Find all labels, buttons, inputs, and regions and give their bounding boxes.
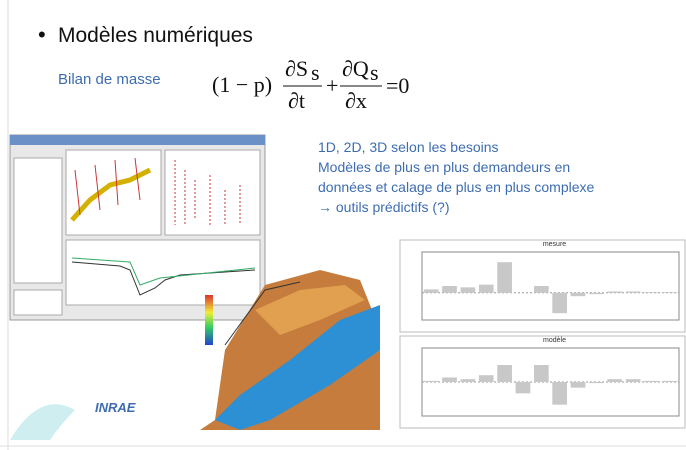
eq-sub: s bbox=[311, 60, 320, 85]
text-line: 1D, 2D, 3D selon les besoins bbox=[318, 139, 499, 155]
text-block: 1D, 2D, 3D selon les besoins Modèles de p… bbox=[318, 139, 595, 215]
eq-num: ∂S bbox=[285, 56, 308, 81]
bar bbox=[626, 291, 641, 292]
bar bbox=[424, 381, 439, 382]
bar bbox=[424, 289, 439, 292]
eq-sub: s bbox=[370, 60, 379, 85]
text-line: → outils prédictifs (?) bbox=[318, 199, 449, 215]
chart-title: mesure bbox=[543, 241, 566, 248]
bar bbox=[589, 293, 604, 294]
bar bbox=[442, 286, 457, 293]
bar bbox=[479, 285, 494, 293]
bar bbox=[589, 382, 604, 383]
bar bbox=[607, 291, 622, 292]
logo: INRAE bbox=[95, 400, 136, 415]
bar bbox=[479, 375, 494, 382]
eq-den: ∂x bbox=[345, 88, 367, 113]
eq-den: ∂t bbox=[288, 88, 305, 113]
bar bbox=[626, 379, 641, 382]
chart-title: modèle bbox=[543, 337, 566, 344]
software-screenshot bbox=[10, 135, 265, 320]
bar bbox=[516, 382, 531, 393]
bar bbox=[607, 379, 622, 382]
bar bbox=[662, 381, 677, 382]
bar bbox=[552, 382, 567, 405]
charts: mesure modèle bbox=[400, 240, 685, 428]
text-line: Modèles de plus en plus demandeurs en bbox=[318, 159, 570, 175]
eq-num: ∂Q bbox=[342, 56, 369, 81]
equation-label: Bilan de masse bbox=[58, 71, 161, 88]
slide-canvas: • Modèles numériques Bilan de masse (1 −… bbox=[0, 0, 686, 450]
bar bbox=[571, 382, 586, 388]
bar bbox=[662, 292, 677, 293]
bar bbox=[461, 379, 476, 382]
bar bbox=[534, 286, 549, 293]
bar bbox=[552, 293, 567, 313]
text-line: données et calage de plus en plus comple… bbox=[318, 179, 595, 195]
bar bbox=[497, 365, 512, 382]
bar bbox=[644, 292, 659, 293]
eq-factor: (1 − p) bbox=[212, 72, 272, 97]
bar bbox=[442, 377, 457, 382]
bar bbox=[497, 262, 512, 293]
bullet: • bbox=[38, 22, 46, 47]
bar bbox=[534, 365, 549, 382]
bar bbox=[571, 293, 586, 296]
bar bbox=[644, 381, 659, 382]
logo-shape bbox=[10, 404, 75, 440]
bar bbox=[461, 287, 476, 292]
eq-rhs: =0 bbox=[386, 73, 409, 98]
slide: • Modèles numériques Bilan de masse (1 −… bbox=[0, 0, 686, 450]
slide-title: Modèles numériques bbox=[58, 24, 253, 47]
eq-plus: + bbox=[326, 73, 338, 98]
